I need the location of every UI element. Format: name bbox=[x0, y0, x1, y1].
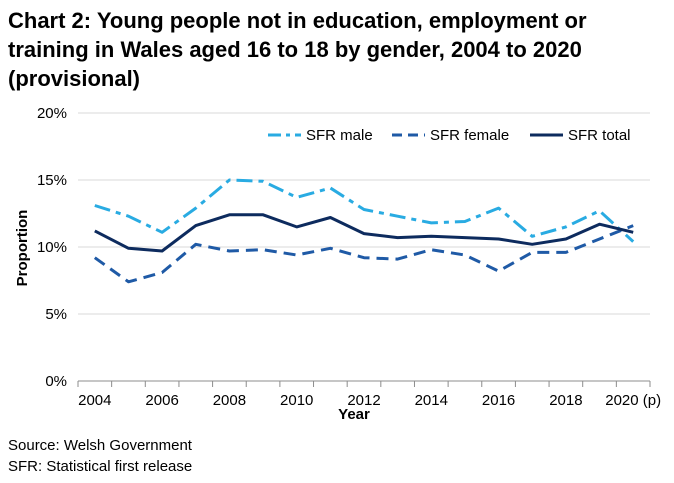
y-tick-label: 10% bbox=[37, 239, 67, 256]
legend-label: SFR male bbox=[306, 127, 373, 144]
legend: SFR male SFR female SFR total bbox=[268, 127, 631, 144]
legend-label: SFR female bbox=[430, 127, 509, 144]
x-tick-label: 2014 bbox=[415, 392, 448, 409]
x-axis-label: Year bbox=[338, 406, 370, 423]
x-tick-label: 2004 bbox=[78, 392, 111, 409]
series-line-sfr-male bbox=[94, 178, 635, 243]
y-tick-label: 20% bbox=[37, 105, 67, 122]
series-line-sfr-female bbox=[93, 224, 634, 284]
x-tick-label: 2008 bbox=[213, 392, 246, 409]
x-tick-label: 2012 bbox=[347, 392, 380, 409]
gridlines bbox=[78, 112, 650, 315]
y-tick-label: 5% bbox=[45, 306, 67, 323]
source-note: Source: Welsh Government bbox=[8, 437, 192, 454]
x-tick-label: 2010 bbox=[280, 392, 313, 409]
legend-label: SFR total bbox=[568, 127, 631, 144]
chart-title: Chart 2: Young people not in education, … bbox=[8, 8, 587, 91]
series-lines bbox=[93, 178, 635, 284]
sfr-note: SFR: Statistical first release bbox=[8, 458, 193, 475]
x-tick-label: 2016 bbox=[482, 392, 515, 409]
series-line-sfr-total bbox=[94, 213, 634, 253]
x-tick-label: 2020 (p) bbox=[605, 392, 661, 409]
y-tick-label: 15% bbox=[37, 172, 67, 189]
y-tick-label: 0% bbox=[45, 373, 67, 390]
y-axis-label: Proportion bbox=[14, 210, 31, 287]
x-tick-label: 2018 bbox=[549, 392, 582, 409]
axes: 0% 5% 10% 15% 20% 2004 2006 2008 2010 2012 2014 201… bbox=[37, 105, 661, 409]
x-tick-label: 2006 bbox=[145, 392, 178, 409]
